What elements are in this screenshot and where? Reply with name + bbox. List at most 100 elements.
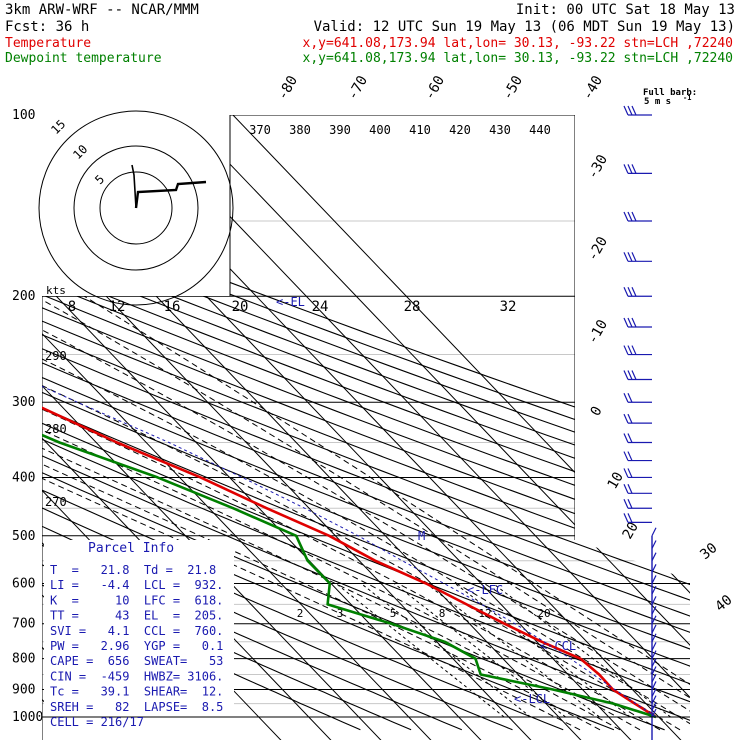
forecast-hour: Fcst: 36 h bbox=[5, 19, 89, 35]
temperature-tick--50: -50 bbox=[500, 73, 527, 103]
wind-barb-flag bbox=[631, 252, 637, 262]
dry-adiabat bbox=[42, 115, 690, 731]
level-marker-m: M bbox=[418, 529, 425, 543]
theta-label-280: 280 bbox=[45, 422, 67, 436]
moist-adiabat bbox=[84, 295, 690, 731]
moist-adiabat bbox=[42, 295, 601, 731]
hodograph-speed-label-8: 8 bbox=[68, 299, 76, 315]
temperature-line bbox=[42, 115, 657, 719]
dry-adiabat bbox=[42, 115, 690, 731]
moist-adiabat bbox=[42, 295, 641, 731]
wind-barb-flag bbox=[623, 498, 629, 509]
theta-e-label-410: 410 bbox=[409, 123, 431, 137]
pressure-label-200: 200 bbox=[12, 289, 35, 304]
dry-adiabat bbox=[42, 115, 690, 731]
wind-barb-flag bbox=[631, 105, 637, 116]
mixing-ratio-label-8: 8 bbox=[439, 607, 446, 620]
temperature-tick--10: -10 bbox=[585, 317, 612, 347]
isotherm bbox=[42, 115, 48, 740]
dry-adiabat bbox=[42, 115, 690, 731]
parcel-info-row: SVI = 4.1 CCL = 760. bbox=[50, 624, 223, 638]
level-marker-lcl: <-LCL bbox=[514, 692, 550, 706]
wind-barbs bbox=[623, 105, 657, 740]
temperature-tick--30: -30 bbox=[585, 152, 612, 182]
dry-adiabat bbox=[42, 115, 690, 731]
parcel-info-row: LI = -4.4 LCL = 932. bbox=[50, 578, 223, 592]
wind-barb-flag bbox=[623, 105, 629, 116]
pressure-label-400: 400 bbox=[12, 470, 35, 485]
wind-barb bbox=[651, 527, 657, 537]
mixing-ratio-line bbox=[492, 583, 671, 718]
dry-adiabat bbox=[42, 115, 690, 731]
theta-e-label-440: 440 bbox=[529, 123, 551, 137]
mixing-ratio-label-3: 3 bbox=[337, 607, 344, 620]
dry-adiabat bbox=[42, 115, 690, 731]
hodograph-speed-label-16: 16 bbox=[164, 299, 181, 315]
temperature-location: x,y=641.08,173.94 lat,lon= 30.13, -93.22… bbox=[303, 36, 733, 51]
pressure-label-500: 500 bbox=[12, 529, 35, 544]
wind-barb-flag bbox=[623, 345, 629, 355]
hodograph-ring-2 bbox=[38, 110, 234, 306]
dry-adiabat bbox=[42, 115, 690, 731]
dewpoint-line bbox=[42, 115, 657, 719]
temperature-tick--70: -70 bbox=[345, 73, 372, 103]
pressure-label-100: 100 bbox=[12, 108, 35, 123]
wind-barb-flag bbox=[627, 105, 633, 116]
pressure-label-1000: 1000 bbox=[12, 710, 43, 725]
parcel-info-row: SREH = 82 LAPSE= 8.5 bbox=[50, 700, 223, 714]
wind-barb-flag bbox=[627, 370, 633, 380]
pressure-label-700: 700 bbox=[12, 617, 35, 632]
parcel-info-row: CAPE = 656 SWEAT= 53 bbox=[50, 654, 223, 668]
moist-adiabat bbox=[42, 295, 661, 731]
wind-barb-flag bbox=[627, 392, 633, 403]
wind-barb-flag bbox=[627, 164, 633, 174]
wind-barb-flag bbox=[627, 468, 633, 478]
hodograph-speed-label-12: 12 bbox=[109, 299, 126, 315]
wind-barb-flag bbox=[623, 468, 629, 478]
wind-barb-flag bbox=[623, 370, 629, 380]
theta-e-label-400: 400 bbox=[369, 123, 391, 137]
dry-adiabat bbox=[42, 115, 690, 731]
mixing-ratio-line bbox=[393, 583, 566, 718]
isotherm bbox=[42, 115, 448, 740]
dewpoint-location: x,y=641.08,173.94 lat,lon= 30.13, -93.22… bbox=[303, 51, 733, 66]
temperature-tick-0: 0 bbox=[588, 404, 606, 419]
moist-adiabat bbox=[42, 295, 690, 731]
pressure-label-900: 900 bbox=[12, 682, 35, 697]
parcel-info-row: T = 21.8 Td = 21.8 bbox=[50, 563, 216, 577]
dry-adiabat bbox=[42, 115, 690, 731]
wind-barb-flag bbox=[627, 484, 633, 494]
parcel-info-title: Parcel Info bbox=[88, 541, 174, 556]
barb-legend-units: 5 m s bbox=[644, 97, 671, 107]
init-time: Init: 00 UTC Sat 18 May 13 bbox=[516, 2, 735, 18]
dry-adiabat bbox=[42, 115, 690, 731]
isotherm bbox=[232, 115, 690, 740]
hodograph-speed-label-32: 32 bbox=[500, 299, 517, 315]
wind-barb-flag bbox=[631, 164, 637, 174]
level-marker-ccl: <-CCL bbox=[540, 639, 576, 653]
hodograph-speed-label-20: 20 bbox=[232, 299, 249, 315]
wind-barb-flag bbox=[623, 252, 629, 262]
temperature-tick--20: -20 bbox=[585, 234, 612, 264]
hodograph-speed-label-24: 24 bbox=[312, 299, 329, 315]
wind-barb-flag bbox=[623, 211, 629, 222]
parcel-info-panel bbox=[44, 540, 234, 740]
wind-barb-flag bbox=[623, 413, 629, 424]
wind-barb-flag bbox=[627, 317, 633, 328]
pressure-label-800: 800 bbox=[12, 652, 35, 667]
wind-barb-flag bbox=[631, 286, 637, 297]
dewpoint-legend: Dewpoint temperature bbox=[5, 51, 162, 66]
wind-barb-flag bbox=[631, 370, 637, 380]
isotherm bbox=[182, 115, 690, 740]
wind-barb-flag bbox=[631, 211, 637, 222]
hodograph-speed-label-28: 28 bbox=[404, 299, 421, 315]
wind-barb-flag bbox=[627, 286, 633, 297]
parcel-info-box: Parcel Info T = 21.8 Td = 21.8LI = -4.4 L… bbox=[42, 540, 690, 740]
dry-adiabat bbox=[42, 115, 665, 731]
parcel-info-row: TT = 43 EL = 205. bbox=[50, 609, 223, 623]
parcel-info-row: K = 10 LFC = 618. bbox=[50, 593, 223, 607]
profile-lines bbox=[42, 115, 657, 719]
theta-e-label-390: 390 bbox=[329, 123, 351, 137]
